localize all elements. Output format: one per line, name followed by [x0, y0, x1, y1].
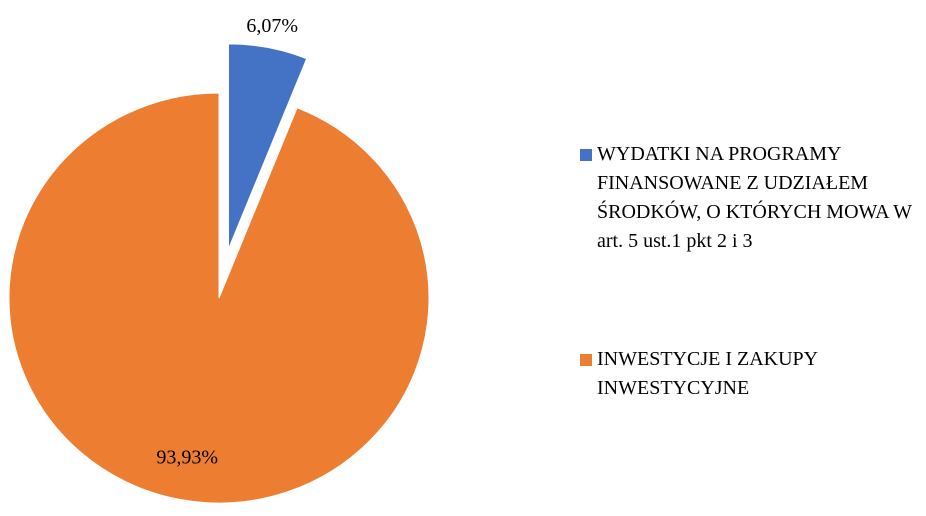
legend-swatch	[580, 354, 592, 366]
legend-label: WYDATKI NA PROGRAMY FINANSOWANE Z UDZIAŁ…	[597, 143, 912, 252]
legend-entry: INWESTYCJE I ZAKUPY INWESTYCYJNE	[580, 345, 920, 403]
pie-slice	[227, 43, 308, 250]
legend-label: INWESTYCJE I ZAKUPY INWESTYCYJNE	[597, 348, 818, 399]
pie-slice	[8, 92, 430, 504]
legend-entry: WYDATKI NA PROGRAMY FINANSOWANE Z UDZIAŁ…	[580, 140, 920, 256]
legend-swatch	[580, 149, 592, 161]
data-label: 6,07%	[246, 15, 298, 37]
data-label: 93,93%	[156, 447, 218, 469]
